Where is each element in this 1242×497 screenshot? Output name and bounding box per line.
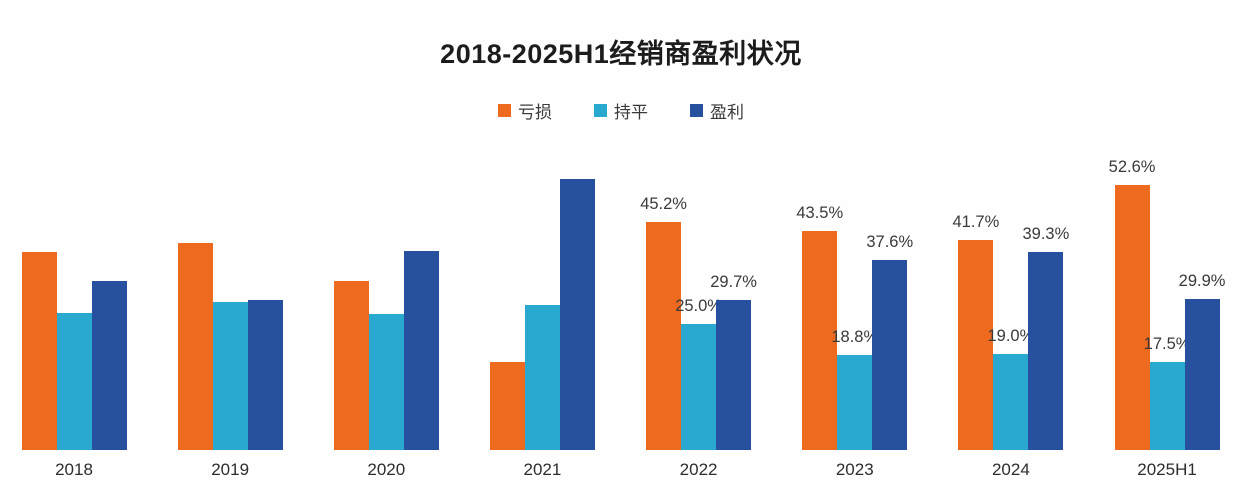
bar-2019-loss — [177, 243, 213, 450]
bar-2022-even — [681, 324, 717, 450]
bar-2025h1-profit — [1184, 299, 1220, 450]
bar-2021-even — [524, 305, 560, 450]
bar-2023-even — [837, 355, 873, 450]
chart-legend: 亏损 持平 盈利 — [0, 98, 1242, 123]
bar-value-label-2023-even: 18.8% — [831, 328, 879, 347]
x-axis-label-2020: 2020 — [367, 460, 406, 479]
x-axis-label-2021: 2021 — [523, 460, 562, 479]
bar-value-label-2023-loss: 43.5% — [796, 203, 844, 222]
x-axis-label-2023: 2023 — [835, 460, 874, 479]
bar-2025h1-loss — [1114, 184, 1150, 450]
legend-swatch-loss — [498, 104, 511, 117]
bar-2024-even — [993, 354, 1029, 450]
bar-2020-profit — [403, 251, 439, 450]
bar-2024-loss — [958, 239, 994, 450]
legend-swatch-even — [594, 104, 607, 117]
bar-2022-profit — [716, 300, 752, 450]
bar-2018-loss — [21, 251, 57, 450]
legend-item-even: 持平 — [594, 98, 648, 123]
bar-2020-loss — [333, 280, 369, 450]
bar-value-label-2025h1-profit: 29.9% — [1178, 272, 1226, 291]
bar-2025h1-even — [1149, 361, 1185, 450]
legend-label-loss: 亏损 — [518, 103, 552, 122]
legend-swatch-profit — [690, 104, 703, 117]
bar-value-label-2024-profit: 39.3% — [1022, 224, 1070, 243]
bar-value-label-2025h1-loss: 52.6% — [1108, 157, 1156, 176]
bar-value-label-2024-even: 19.0% — [987, 327, 1035, 346]
bar-2023-profit — [872, 260, 908, 450]
bar-2023-loss — [802, 230, 838, 450]
legend-label-profit: 盈利 — [710, 103, 744, 122]
x-axis-label-2022: 2022 — [679, 460, 718, 479]
chart-title: 2018-2025H1经销商盈利状况 — [440, 39, 802, 69]
bar-value-label-2024-loss: 41.7% — [952, 212, 1000, 231]
bar-2022-loss — [646, 222, 682, 450]
bar-value-label-2025h1-even: 17.5% — [1143, 334, 1191, 353]
bar-2019-profit — [247, 300, 283, 450]
bar-2024-profit — [1028, 251, 1064, 450]
bar-value-label-2022-loss: 45.2% — [640, 195, 687, 214]
bar-value-label-2022-profit: 29.7% — [710, 273, 757, 292]
bar-2018-even — [56, 313, 92, 450]
bar-2018-profit — [91, 281, 127, 450]
bar-value-label-2023-profit: 37.6% — [866, 233, 914, 252]
bar-2021-profit — [559, 178, 595, 450]
bar-2019-even — [212, 302, 248, 450]
x-axis-label-2018: 2018 — [55, 460, 93, 479]
legend-item-loss: 亏损 — [498, 98, 552, 123]
x-axis-label-2024: 2024 — [991, 460, 1030, 479]
legend-label-even: 持平 — [614, 103, 648, 122]
bar-2021-loss — [489, 361, 525, 450]
x-axis-label-2025h1: 2025H1 — [1137, 460, 1197, 479]
bar-value-label-2022-even: 25.0% — [675, 297, 722, 315]
legend-item-profit: 盈利 — [690, 98, 744, 123]
bar-2020-even — [368, 313, 404, 450]
x-axis-label-2019: 2019 — [211, 460, 250, 479]
